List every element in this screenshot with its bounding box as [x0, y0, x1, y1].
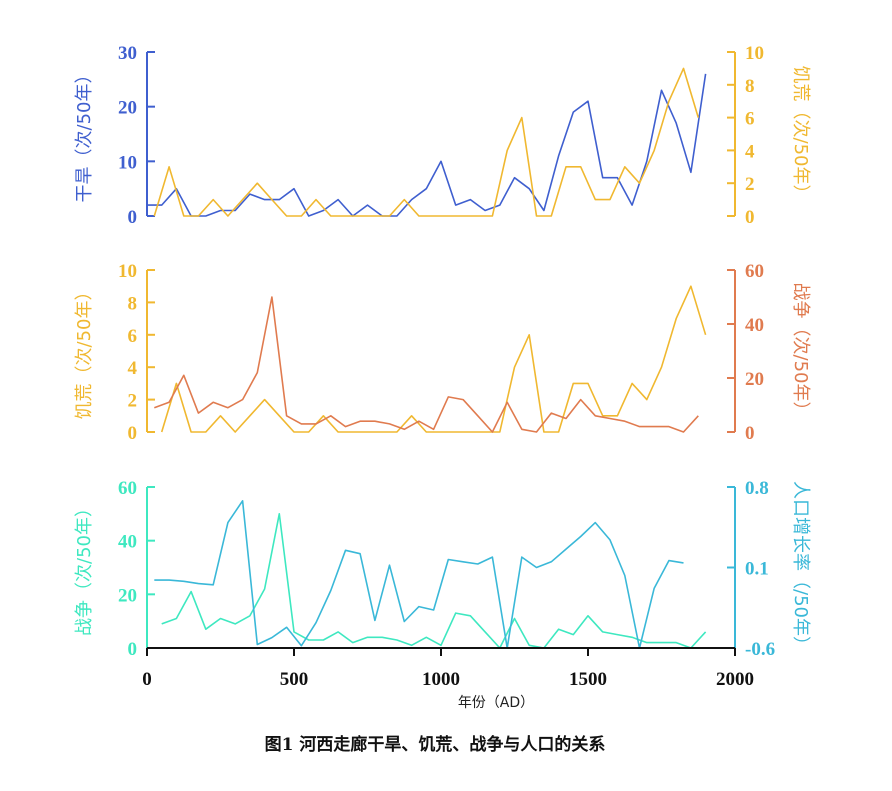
figure-caption: 图1 河西走廊干旱、饥荒、战争与人口的关系	[265, 734, 606, 755]
left-tick-label: 10	[118, 152, 137, 173]
right-tick-label: 0.1	[745, 559, 769, 580]
right-tick-label: 0	[745, 423, 755, 444]
right-tick-label: 0	[745, 207, 755, 228]
panel-3: 0 20 40 60 -0.6 0.1 0.8 战争（次/50年） 人口增长率（/50年）	[74, 478, 811, 660]
x-tick-label: 1500	[569, 669, 607, 690]
right-tick-label: 40	[745, 315, 764, 336]
right-axis-title: 人口增长率（/50年）	[790, 481, 811, 654]
right-axis-title: 战争（次/50年）	[790, 283, 811, 420]
left-tick-label: 2	[128, 391, 138, 412]
left-tick-label: 30	[118, 43, 137, 64]
right-tick-label: 20	[745, 369, 764, 390]
panel-2: 0 2 4 6 8 10 0 20 40 60 饥荒（次/50年） 战争（次/50年）	[74, 261, 811, 444]
series-line-2	[153, 67, 700, 217]
series-line-1	[147, 73, 707, 217]
x-tick-label: 500	[280, 669, 309, 690]
right-tick-label: 8	[745, 76, 755, 97]
left-tick-label: 20	[118, 585, 137, 606]
x-tick-label: 2000	[716, 669, 754, 690]
series-line-1	[161, 512, 707, 649]
left-axis-title: 干旱（次/50年）	[74, 66, 95, 203]
x-tick-label: 1000	[422, 669, 460, 690]
series-line-2	[154, 296, 699, 433]
right-tick-label: 4	[745, 141, 755, 162]
series-line-1	[160, 285, 707, 433]
left-tick-label: 40	[118, 532, 137, 553]
left-tick-label: 0	[128, 207, 138, 228]
right-tick-label: 10	[745, 43, 764, 64]
right-axis-title: 饥荒（次/50年）	[790, 66, 811, 203]
left-tick-label: 20	[118, 98, 137, 119]
right-tick-label: -0.6	[745, 639, 775, 660]
left-axis-title: 饥荒（次/50年）	[74, 283, 95, 420]
right-tick-label: 0.8	[745, 478, 769, 499]
right-tick-label: 60	[745, 261, 764, 282]
panel-1: 0 10 20 30 0 2 4 6 8 10 干旱（次/50年） 饥荒（次/50年）	[74, 43, 811, 228]
right-tick-label: 6	[745, 109, 755, 130]
left-tick-label: 6	[128, 326, 138, 347]
left-axis-title: 战争（次/50年）	[74, 499, 95, 636]
left-tick-label: 60	[118, 478, 137, 499]
left-tick-label: 8	[128, 293, 138, 314]
x-tick-label: 0	[142, 669, 152, 690]
left-tick-label: 0	[128, 639, 138, 660]
right-tick-label: 2	[745, 174, 755, 195]
x-axis-label: 年份（AD）	[458, 695, 534, 711]
left-tick-label: 10	[118, 261, 137, 282]
series-line-2	[154, 499, 684, 649]
left-tick-label: 4	[128, 358, 138, 379]
left-tick-label: 0	[128, 423, 138, 444]
